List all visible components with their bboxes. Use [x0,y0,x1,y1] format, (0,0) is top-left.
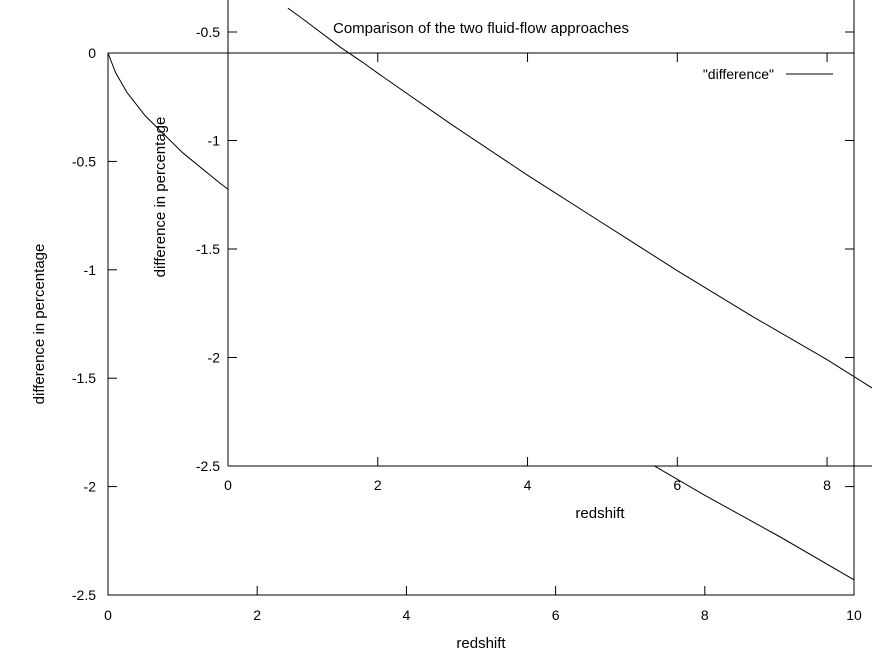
legend-label: "difference" [703,66,774,82]
inset-y-tick-label: -2 [208,350,221,366]
inset-plot-background [228,0,872,466]
main-x-tick-label: 0 [104,607,112,623]
inset-series-line [287,7,872,389]
inset-y-tick-label: -0.5 [196,24,220,40]
main-x-tick-label: 6 [552,607,560,623]
inset-x-axis-label: redshift [575,505,625,522]
main-y-tick-label: -1.5 [72,370,96,386]
main-x-tick-label: 8 [701,607,709,623]
main-y-tick-label: -0.5 [72,153,96,169]
inset-x-tick-label: 4 [524,477,532,493]
inset-x-tick-label: 2 [374,477,382,493]
main-x-tick-label: 2 [253,607,261,623]
main-x-axis-label: redshift [456,635,506,652]
inset-y-tick-label: -1.5 [196,241,220,257]
inset-y-axis-label: difference in percentage [152,117,169,278]
main-y-axis-label: difference in percentage [31,244,48,405]
main-y-tick-label: -1 [84,262,97,278]
inset-plot: 0 2 4 6 8 -0.5 -1 -1.5 -2 -2.5 Comparison of the… [152,0,872,522]
main-y-tick-label: -2 [84,479,97,495]
main-y-tick-label: 0 [88,45,96,61]
inset-y-tick-label: -2.5 [196,458,220,474]
inset-x-tick-label: 8 [823,477,831,493]
inset-x-tick-label: 6 [673,477,681,493]
main-x-tick-label: 10 [846,607,862,623]
main-y-tick-label: -2.5 [72,587,96,603]
inset-title: Comparison of the two fluid-flow approac… [333,20,629,37]
inset-x-tick-label: 0 [224,477,232,493]
main-x-tick-label: 4 [403,607,411,623]
inset-y-tick-label: -1 [208,133,221,149]
